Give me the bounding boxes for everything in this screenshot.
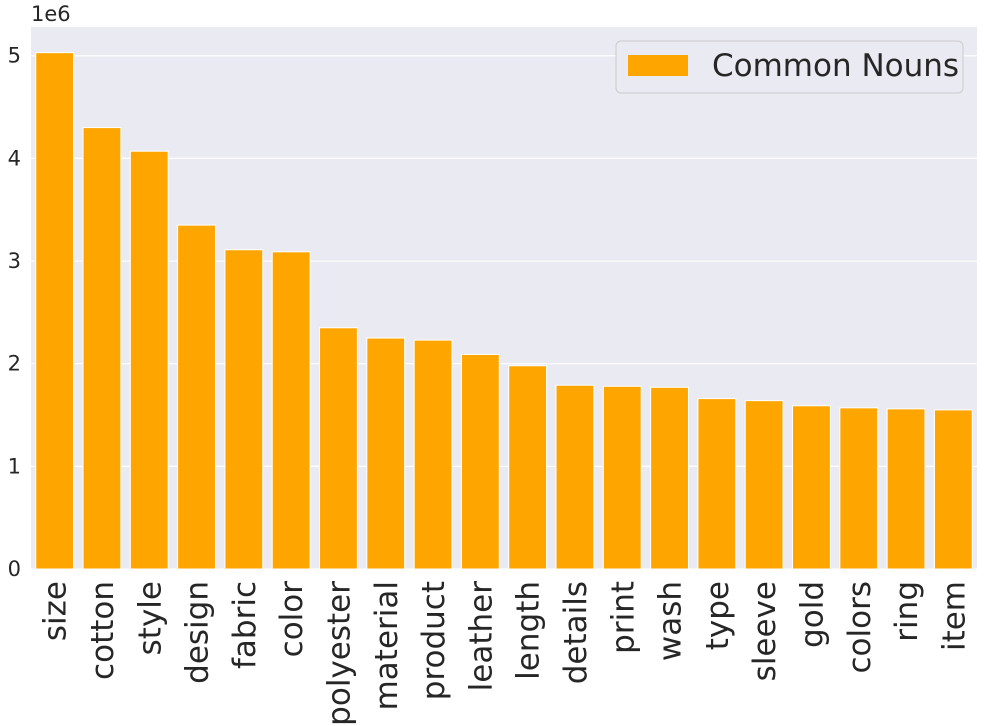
bar-print <box>602 385 642 570</box>
y-tick-label: 5 <box>8 44 21 68</box>
x-tick-label: colors <box>842 581 878 674</box>
bar-wash <box>650 386 689 570</box>
x-axis-ticks: size cotton style design fabric color polyeste… <box>38 581 973 726</box>
x-tick-label: color <box>274 581 310 658</box>
legend-swatch <box>628 55 688 76</box>
bar-cotton <box>82 127 122 570</box>
bar-sleeve <box>744 400 784 570</box>
x-tick-label: material <box>369 581 405 710</box>
bar-size <box>35 52 75 570</box>
x-tick-label: wash <box>653 581 689 661</box>
legend-box <box>615 40 964 94</box>
x-tick-label: ring <box>889 581 925 642</box>
x-tick-label: type <box>700 581 736 650</box>
bar-colors <box>839 407 879 570</box>
bar-length <box>508 365 548 570</box>
bar-design <box>177 224 216 570</box>
x-tick-label: product <box>416 581 452 700</box>
x-tick-label: size <box>38 581 74 641</box>
y-tick-label: 3 <box>8 249 21 273</box>
x-tick-label: polyester <box>321 581 357 726</box>
y-tick-label: 1 <box>8 454 21 478</box>
x-tick-label: cotton <box>85 581 121 680</box>
y-tick-label: 0 <box>8 557 21 581</box>
y-axis-ticks: 0 1 2 3 4 5 <box>8 44 21 581</box>
y-tick-label: 2 <box>8 352 21 376</box>
x-tick-label: details <box>558 581 594 684</box>
bar-leather <box>460 353 500 570</box>
y-axis-offset-label: 1e6 <box>31 2 71 26</box>
bar-product <box>413 339 453 570</box>
bar-ring <box>886 408 926 570</box>
bar-gold <box>792 405 831 570</box>
x-tick-label: length <box>511 581 547 680</box>
x-tick-label: item <box>936 581 972 651</box>
bar-color <box>271 251 311 570</box>
x-tick-label: leather <box>463 581 499 692</box>
x-tick-label: fabric <box>227 581 263 669</box>
x-tick-label: sleeve <box>747 581 783 681</box>
plot-background <box>31 27 977 569</box>
legend: Common Nouns <box>615 40 964 94</box>
x-tick-label: gold <box>794 581 830 648</box>
bar-fabric <box>224 249 264 570</box>
x-tick-label: style <box>132 581 168 655</box>
bars <box>35 52 973 570</box>
y-tick-label: 4 <box>8 146 21 170</box>
x-tick-label: design <box>180 581 216 684</box>
bar-material <box>366 337 406 570</box>
x-tick-label: print <box>605 581 641 654</box>
legend-label: Common Nouns <box>712 48 959 84</box>
bar-details <box>555 384 595 570</box>
bar-type <box>697 398 737 570</box>
bar-item <box>933 409 973 570</box>
bar-polyester <box>319 327 358 570</box>
bar-style <box>129 150 169 570</box>
